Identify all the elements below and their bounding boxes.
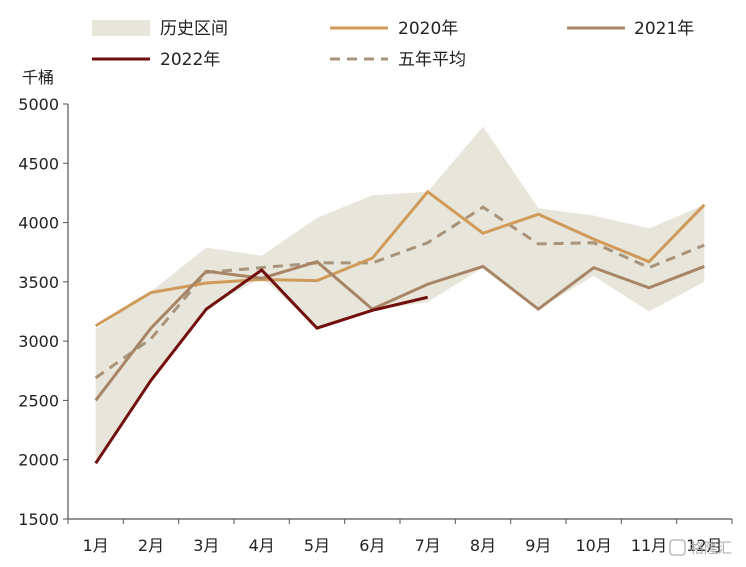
history-range-band-layer (95, 126, 705, 460)
x-tick-label: 6月 (359, 536, 385, 555)
watermark-logo-icon (669, 539, 686, 556)
x-tick-label: 12月 (686, 536, 722, 555)
x-tick-label: 11月 (631, 536, 667, 555)
y-axis-unit-label: 千桶 (22, 68, 54, 87)
y-tick-label: 1500 (18, 510, 59, 529)
series-line-0 (94, 189, 706, 328)
x-tick-label: 5月 (304, 536, 330, 555)
legend-label-2021: 2021年 (634, 19, 694, 39)
watermark: 格隆汇 (669, 539, 732, 557)
legend: 历史区间 2020年 2021年 2022年 五年平均 (92, 19, 694, 70)
series-line-1 (94, 260, 705, 402)
x-tick-label: 9月 (525, 536, 551, 555)
x-tick-label: 7月 (415, 536, 441, 555)
y-tick-label: 3500 (18, 273, 59, 292)
x-tick-label: 1月 (83, 536, 109, 555)
history-range-band (95, 126, 705, 460)
x-tick-label: 2月 (138, 536, 164, 555)
x-axis-ticks: 1月 2月 3月 4月 5月 6月 7月 8月 9月 10月 11月 12月 (67, 519, 733, 555)
legend-label-five-year-avg: 五年平均 (398, 50, 466, 70)
series-line-2 (94, 268, 429, 465)
y-axis-ticks: 1500 2000 2500 3000 3500 4000 4500 5000 (18, 95, 68, 529)
legend-label-2022: 2022年 (160, 50, 220, 70)
x-tick-label: 10月 (575, 536, 611, 555)
watermark-text: 格隆汇 (690, 541, 732, 557)
y-tick-label: 2500 (18, 391, 59, 410)
x-tick-label: 8月 (470, 536, 496, 555)
y-tick-label: 4500 (18, 154, 59, 173)
legend-label-history-range: 历史区间 (160, 19, 228, 39)
x-tick-label: 3月 (193, 536, 219, 555)
legend-swatch-history-range (92, 20, 150, 36)
x-tick-label: 4月 (249, 536, 275, 555)
y-tick-label: 3000 (18, 332, 59, 351)
series-lines (94, 189, 706, 465)
y-tick-label: 2000 (18, 451, 59, 470)
y-tick-label: 4000 (18, 214, 59, 233)
y-tick-label: 5000 (18, 95, 59, 114)
legend-label-2020: 2020年 (398, 19, 458, 39)
